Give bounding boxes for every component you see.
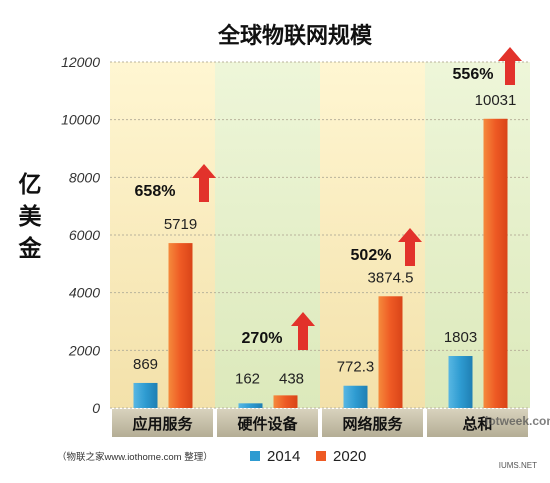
site-mark: IUMS.NET (499, 461, 537, 470)
category-tab-1 (112, 409, 213, 437)
category-tab-3 (322, 409, 423, 437)
legend-swatch-2014 (250, 451, 260, 461)
bar-2020-4 (483, 118, 508, 409)
bar-2020-2 (273, 395, 298, 408)
growth-annotations: 658% 270% 502% 556% (135, 47, 522, 350)
legend-label-2014: 2014 (267, 448, 300, 465)
category-label-2: 硬件设备 (237, 415, 298, 433)
category-label-3: 网络服务 (342, 415, 403, 433)
y-tick-label-12000: 12000 (61, 54, 100, 70)
value-label-2014-2: 162 (235, 370, 260, 387)
category-labels: 应用服务 硬件设备 网络服务 总和 (112, 409, 528, 437)
growth-arrow-icon-3 (398, 228, 422, 266)
category-tab-4 (427, 409, 528, 437)
growth-label-4: 556% (453, 66, 494, 83)
y-tick-label-6000: 6000 (69, 227, 100, 243)
value-labels: 869 5719 162 438 772.3 3874.5 1803 10031 (133, 92, 516, 388)
source-note: （物联之家www.iothome.com 整理） (57, 451, 213, 463)
watermark: iotweek.com (485, 414, 550, 428)
legend: 2014 2020 (250, 448, 366, 465)
legend-label-2020: 2020 (333, 448, 366, 465)
value-label-2020-4: 10031 (475, 92, 517, 109)
bars (133, 118, 508, 409)
growth-arrow-icon-1 (192, 164, 216, 202)
value-label-2020-2: 438 (279, 370, 304, 387)
y-axis-title: 亿美金 (18, 171, 43, 261)
bar-2020-1 (168, 243, 193, 408)
category-label-1: 应用服务 (132, 415, 193, 433)
y-tick-label-4000: 4000 (69, 285, 100, 301)
legend-swatch-2020 (316, 451, 326, 461)
y-tick-label-0: 0 (92, 400, 100, 416)
chart-title: 全球物联网规模 (217, 23, 373, 48)
bar-2014-4 (448, 356, 473, 408)
value-label-2014-3: 772.3 (337, 359, 375, 376)
category-label-4: 总和 (462, 415, 492, 433)
bar-2020-3 (378, 296, 403, 408)
value-label-2014-4: 1803 (444, 329, 477, 346)
bar-2014-3 (343, 385, 368, 408)
growth-arrow-icon-2 (291, 312, 315, 350)
y-tick-label-10000: 10000 (61, 112, 100, 128)
growth-arrow-icon-4 (498, 47, 522, 85)
growth-label-3: 502% (351, 247, 392, 264)
value-label-2014-1: 869 (133, 356, 158, 373)
bar-2014-1 (133, 382, 158, 408)
bar-2014-2 (238, 403, 263, 408)
growth-label-2: 270% (242, 330, 283, 347)
growth-label-1: 658% (135, 183, 176, 200)
y-axis-label: 亿美金 (18, 171, 43, 261)
value-label-2020-3: 3874.5 (368, 269, 414, 286)
y-tick-label-8000: 8000 (69, 169, 100, 185)
y-axis-ticks: 0 2000 4000 6000 8000 10000 12000 (61, 54, 100, 416)
y-tick-label-2000: 2000 (68, 342, 100, 358)
category-tab-2 (217, 409, 318, 437)
value-label-2020-1: 5719 (164, 216, 197, 233)
